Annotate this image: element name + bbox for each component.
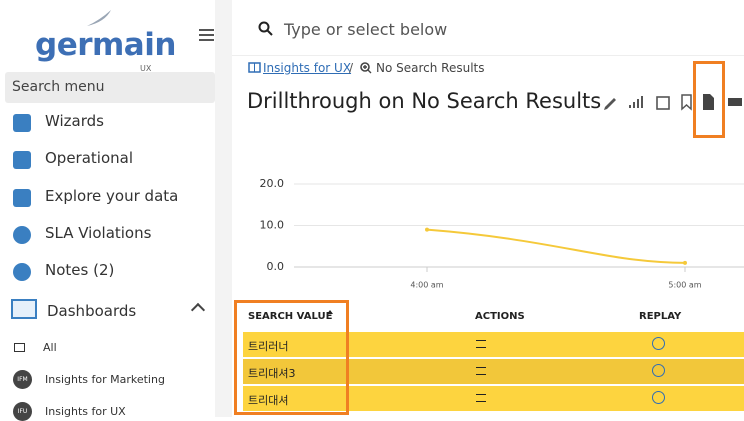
- divider: [215, 0, 232, 417]
- chevron: [190, 302, 206, 318]
- menu-icon: [13, 188, 31, 207]
- menu-icon: [13, 114, 31, 132]
- logo: germain: [35, 27, 176, 63]
- breadcrumb-current: No Search Results: [376, 61, 485, 75]
- menu-item[interactable]: SLA Violations: [45, 223, 152, 242]
- actions-icon[interactable]: [476, 394, 486, 402]
- chart-icon[interactable]: [629, 96, 643, 108]
- page-title: Drillthrough on No Search Results: [247, 89, 602, 113]
- menu-item[interactable]: Explore your data: [45, 186, 179, 205]
- cell: 트리대셔: [248, 394, 289, 407]
- column-header: REPLAY: [639, 311, 682, 322]
- chart: 0.0 10.0 20.0 4:00 am 5:00 am: [260, 177, 744, 290]
- badge: IFM: [13, 370, 32, 389]
- hamburger[interactable]: [199, 28, 215, 42]
- csv-icon[interactable]: [703, 94, 714, 110]
- search-placeholder: Search menu: [12, 79, 105, 95]
- bookmark-icon[interactable]: [681, 94, 692, 111]
- column-header: ACTIONS: [475, 311, 525, 322]
- actions-icon[interactable]: [476, 340, 486, 348]
- breadcrumb-link[interactable]: Insights for UX: [263, 61, 352, 75]
- replay-icon[interactable]: [652, 391, 665, 404]
- table-row: 트리러너: [243, 332, 744, 357]
- replay-icon[interactable]: [652, 337, 665, 350]
- search-placeholder: Type or select below: [284, 20, 448, 39]
- actions-icon[interactable]: [476, 367, 486, 375]
- menu-item[interactable]: Operational: [45, 149, 134, 168]
- logo-swoosh: [87, 10, 111, 26]
- logo-sub: UX: [140, 64, 152, 73]
- table-row: 트리대셔3: [243, 359, 744, 384]
- highlight-box: [693, 61, 725, 138]
- table-row: 트리대셔: [243, 386, 744, 411]
- menu-icon: [11, 299, 37, 319]
- menu-item[interactable]: Notes (2): [45, 261, 115, 280]
- top-search[interactable]: Type or select below: [232, 0, 744, 56]
- point: [683, 260, 687, 265]
- table-header: SEARCH VALUE ACTIONS REPLAY: [243, 304, 744, 330]
- cell: 트리대셔3: [248, 367, 296, 380]
- y-tick-label: 0.0: [267, 260, 285, 273]
- dashboard-item[interactable]: Insights for UX: [45, 405, 126, 418]
- cell: 트리러너: [248, 340, 289, 353]
- menu-item[interactable]: Dashboards: [47, 302, 137, 320]
- x-tick-label: 4:00 am: [410, 281, 443, 290]
- dashboard-item[interactable]: Insights for Marketing: [45, 373, 165, 386]
- search-menu[interactable]: Search menu: [5, 72, 215, 103]
- sort-icon: [327, 310, 333, 314]
- menu-icon: [13, 263, 31, 282]
- menu-icon: [13, 151, 31, 170]
- point: [425, 227, 429, 232]
- search-plus-icon: [360, 62, 372, 74]
- dashboard-icon: [248, 62, 261, 73]
- replay-icon[interactable]: [652, 364, 665, 377]
- column-header: SEARCH VALUE: [248, 311, 333, 322]
- badge: IFU: [13, 402, 32, 421]
- dashboard-item[interactable]: All: [43, 341, 57, 354]
- calendar-icon[interactable]: [656, 96, 670, 110]
- print-icon[interactable]: [728, 98, 742, 106]
- edit-icon[interactable]: [604, 98, 616, 110]
- line-series: [426, 228, 686, 264]
- search-icon: [258, 21, 273, 36]
- y-tick-label: 20.0: [260, 177, 285, 190]
- highlight-box: [234, 300, 349, 415]
- x-tick-label: 5:00 am: [668, 281, 701, 290]
- menu-icon: [13, 225, 31, 244]
- dashboard-icon: [14, 343, 25, 352]
- menu-item[interactable]: Wizards: [45, 112, 104, 130]
- breadcrumb-separator: /: [349, 61, 354, 75]
- toolbar: [604, 94, 742, 111]
- y-tick-label: 10.0: [260, 219, 285, 232]
